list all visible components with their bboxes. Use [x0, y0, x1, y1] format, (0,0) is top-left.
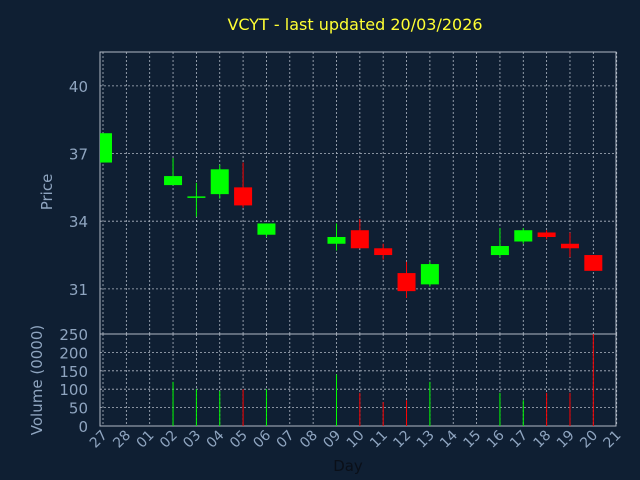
volume-plot-frame — [99, 333, 617, 427]
candle-body — [257, 223, 276, 235]
volume-tick-label: 100 — [59, 381, 88, 399]
x-axis-label: Day — [333, 457, 363, 475]
candle-body — [234, 187, 253, 206]
candle-body — [210, 169, 229, 195]
candle — [327, 223, 346, 251]
candle-body — [560, 243, 579, 249]
candle-body — [584, 255, 603, 271]
chart-title: VCYT - last updated 20/03/2026 — [227, 15, 482, 34]
candle-body — [164, 176, 183, 186]
candle-body — [187, 196, 206, 198]
candle — [490, 227, 509, 258]
candle-body — [490, 246, 509, 256]
price-axis-label: Price — [38, 174, 56, 211]
candle-body — [420, 264, 439, 285]
candle — [374, 243, 393, 260]
candle — [584, 255, 603, 271]
candle — [234, 162, 253, 208]
volume-tick-label: 250 — [59, 326, 88, 344]
candle — [560, 232, 579, 258]
candle-body — [327, 236, 346, 244]
candle — [187, 182, 206, 217]
candle — [100, 133, 112, 163]
price-tick-label: 31 — [69, 281, 88, 299]
price-panel: 31 34 37 40 — [69, 51, 618, 335]
price-tick-label: 34 — [69, 213, 88, 231]
candle — [164, 158, 183, 186]
volume-tick-label: 150 — [59, 363, 88, 381]
candle — [537, 230, 556, 240]
volume-tick-label: 200 — [59, 344, 88, 362]
candle — [397, 261, 416, 298]
volume-tick-label: 0 — [78, 418, 88, 436]
candle — [257, 223, 276, 237]
candle-body — [397, 273, 416, 292]
volume-axis-label: Volume (0000) — [28, 325, 46, 435]
candle — [420, 261, 439, 287]
candle-body — [514, 230, 533, 242]
candle-body — [100, 133, 112, 163]
price-tick-label: 40 — [69, 78, 88, 96]
volume-tick-label: 50 — [69, 400, 88, 418]
candle — [350, 218, 369, 249]
x-axis: 27 28 01 02 03 04 05 06 07 08 09 10 11 12 13 14 15 16 17 18… — [87, 427, 625, 451]
price-tick-label: 37 — [69, 146, 88, 164]
candle — [514, 227, 533, 244]
candle-body — [537, 232, 556, 237]
candle — [210, 164, 229, 199]
candle-body — [350, 230, 369, 249]
candle-body — [374, 248, 393, 256]
